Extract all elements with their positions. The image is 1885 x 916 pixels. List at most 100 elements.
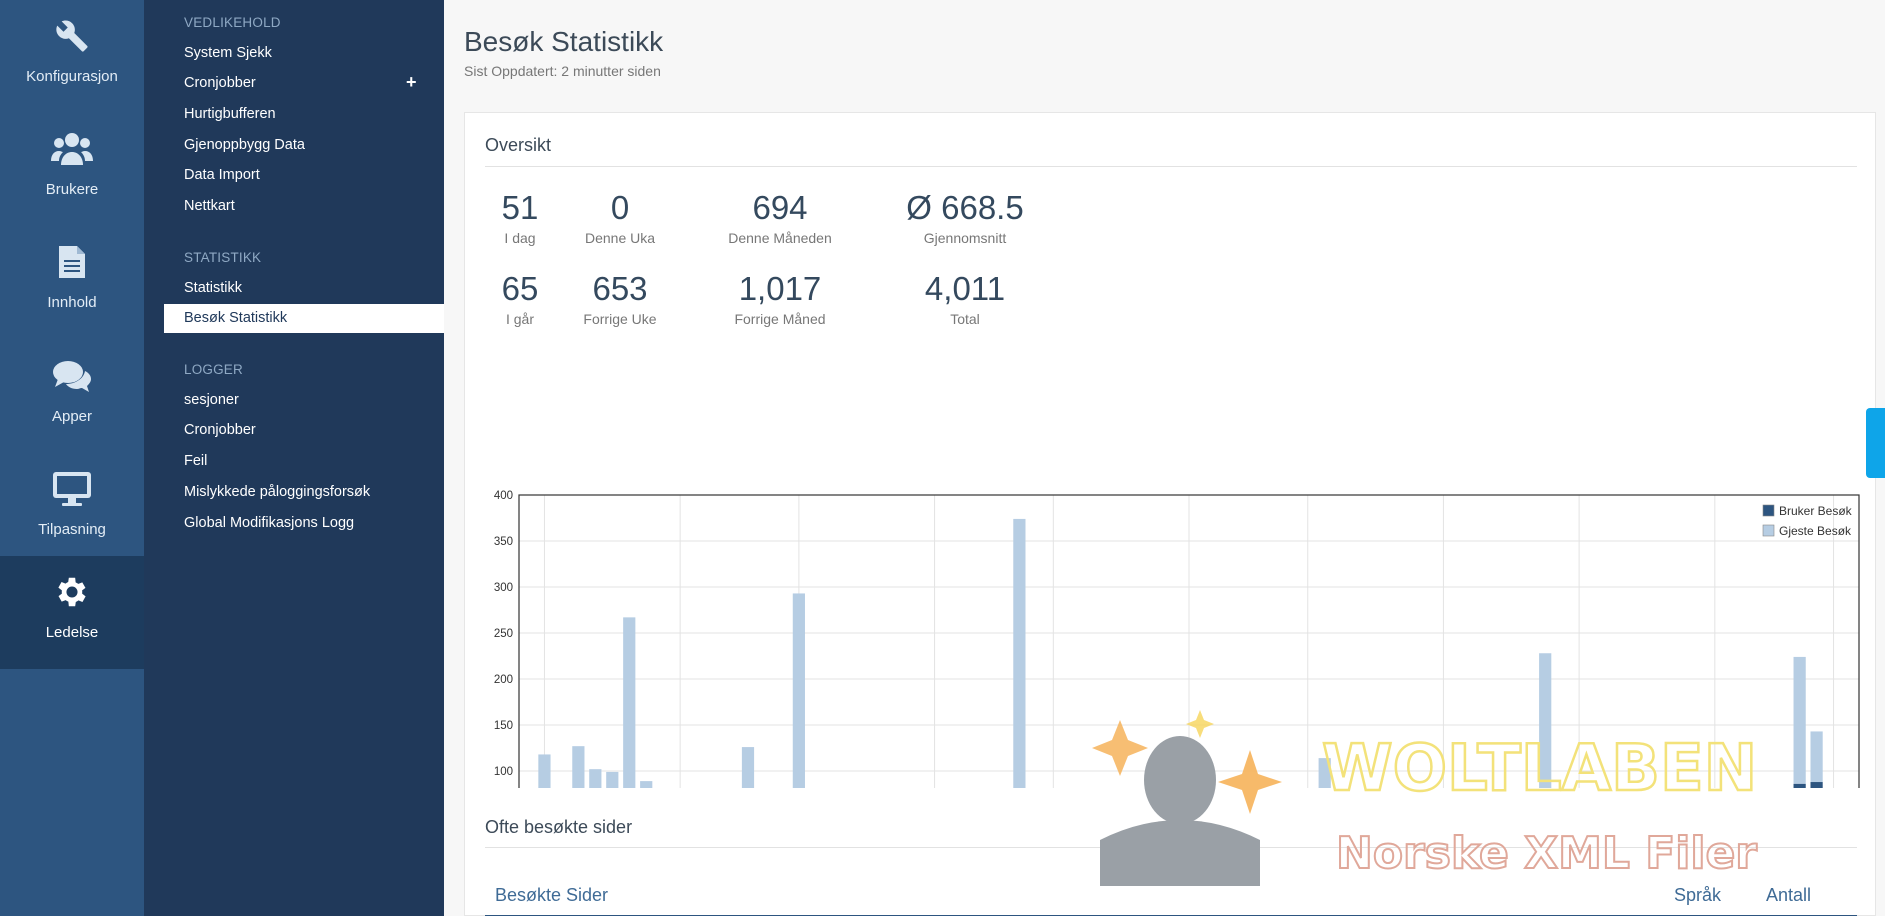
stat-value: 51: [501, 189, 539, 226]
column-header-count[interactable]: Antall: [1766, 885, 1812, 905]
bar-bruker-besok: [1810, 782, 1823, 788]
y-tick-label: 250: [494, 628, 513, 640]
legend-label: Bruker Besøk: [1779, 504, 1853, 518]
section-title-statistikk: STATISTIKK: [184, 250, 262, 265]
bar-gjeste-besok: [1013, 518, 1026, 788]
rail-item-tilpasning[interactable]: Tilpasning: [0, 453, 144, 566]
add-cronjob-plus-icon[interactable]: +: [406, 72, 417, 92]
users-icon: [50, 127, 94, 171]
menu-item-global-modifikasjons-logg[interactable]: Global Modifikasjons Logg: [184, 515, 355, 531]
frequent-pages-heading: Ofte besøkte sider: [485, 817, 633, 837]
legend-swatch: [1762, 504, 1775, 517]
menu-item-sesjoner[interactable]: sesjoner: [184, 392, 239, 408]
menu-item-label: Besøk Statistikk: [184, 310, 288, 326]
menu-item-gjenoppbygg-data[interactable]: Gjenoppbygg Data: [184, 137, 305, 153]
legend-swatch: [1762, 524, 1775, 537]
y-tick-label: 300: [494, 582, 513, 594]
legend-label: Gjeste Besøk: [1779, 524, 1852, 538]
feedback-side-tab[interactable]: [1866, 408, 1885, 478]
column-header-visited-pages[interactable]: Besøkte Sider: [495, 885, 609, 905]
bar-bruker-besok: [1793, 783, 1806, 788]
menu-item-cronjobber-log[interactable]: Cronjobber: [184, 422, 256, 438]
divider: [485, 847, 1857, 848]
stat-label: Forrige Måned: [734, 311, 826, 327]
rail-item-ledelse[interactable]: Ledelse: [0, 556, 144, 669]
stat-value: Ø 668.5: [906, 189, 1024, 226]
gear-icon: [50, 570, 94, 614]
menu-item-nettkart[interactable]: Nettkart: [184, 198, 235, 214]
bar-gjeste-besok: [640, 781, 653, 788]
bar-gjeste-besok: [606, 771, 619, 788]
section-title-logger: LOGGER: [184, 362, 243, 377]
bar-gjeste-besok: [741, 747, 755, 788]
plot-frame: [518, 494, 1860, 788]
stat-last-week: 653 Forrige Uke: [575, 269, 665, 327]
bar-gjeste-besok: [1318, 758, 1331, 788]
y-tick-label: 400: [494, 490, 513, 502]
menu-item-statistikk[interactable]: Statistikk: [184, 280, 243, 296]
bar-gjeste-besok: [572, 746, 585, 788]
stat-this-month: 694 Denne Måneden: [715, 188, 845, 246]
stat-label: Forrige Uke: [583, 311, 657, 327]
stat-total: 4,011 Total: [895, 269, 1035, 327]
menu-item-system-sjekk[interactable]: System Sjekk: [184, 45, 272, 61]
rail-item-apper[interactable]: Apper: [0, 340, 144, 453]
rail-label: Apper: [51, 408, 93, 425]
bar-gjeste-besok: [1810, 731, 1823, 783]
stat-last-month: 1,017 Forrige Måned: [715, 269, 845, 327]
rail-label: Konfigurasjon: [26, 68, 118, 85]
bar-gjeste-besok: [538, 754, 551, 788]
stat-yesterday: 65 I går: [485, 269, 555, 327]
y-tick-label: 150: [494, 720, 513, 732]
stat-label: Denne Måneden: [728, 230, 832, 246]
menu-item-besok-statistikk[interactable]: Besøk Statistikk: [164, 304, 444, 333]
stat-label: Total: [950, 311, 980, 327]
bar-gjeste-besok: [589, 769, 602, 788]
bar-gjeste-besok: [623, 617, 636, 788]
stat-value: 4,011: [924, 270, 1006, 307]
last-updated-text: Sist Oppdatert: 2 minutter siden: [464, 63, 661, 79]
stat-label: Gjennomsnitt: [923, 230, 1007, 246]
sidebar-menu: VEDLIKEHOLD System Sjekk Cronjobber + Hu…: [144, 0, 444, 916]
pages-table-header: Besøkte Sider Språk Antall: [485, 871, 1857, 916]
stat-this-week: 0 Denne Uka: [575, 188, 665, 246]
stat-label: I går: [505, 311, 534, 327]
stat-today: 51 I dag: [485, 188, 555, 246]
bar-gjeste-besok: [1539, 653, 1552, 788]
document-icon: [50, 240, 94, 284]
section-title-vedlikehold: VEDLIKEHOLD: [184, 15, 281, 30]
stat-average: Ø 668.5 Gjennomsnitt: [895, 188, 1035, 246]
rail-label: Brukere: [45, 181, 99, 198]
rail-label: Tilpasning: [38, 521, 106, 538]
rail-item-innhold[interactable]: Innhold: [0, 226, 144, 339]
statistics-panel: Oversikt 51 I dag 0 Denne Uka 694 Denne …: [464, 112, 1876, 916]
stat-value: 694: [752, 189, 808, 226]
bar-gjeste-besok: [1793, 656, 1806, 784]
y-tick-label: 350: [494, 536, 513, 548]
visits-bar-chart: 0501001502002503003504002020-03-242020-0…: [494, 490, 1860, 788]
rail-item-konfigurasjon[interactable]: Konfigurasjon: [0, 0, 144, 113]
column-header-language[interactable]: Språk: [1674, 885, 1722, 905]
monitor-icon: [50, 467, 94, 511]
stat-value: 1,017: [738, 270, 822, 307]
icon-rail: Konfigurasjon Brukere Innhold Apper Tilp…: [0, 0, 144, 916]
y-tick-label: 100: [494, 766, 513, 778]
overview-heading: Oversikt: [485, 135, 552, 155]
page-title: Besøk Statistikk: [464, 26, 664, 57]
menu-item-cronjobber[interactable]: Cronjobber: [184, 75, 256, 91]
menu-item-data-import[interactable]: Data Import: [184, 167, 260, 183]
divider: [485, 166, 1857, 167]
rail-label: Innhold: [47, 294, 97, 311]
stat-value: 653: [592, 270, 648, 307]
stat-label: I dag: [504, 230, 536, 246]
menu-item-feil[interactable]: Feil: [184, 453, 208, 469]
y-tick-label: 200: [494, 674, 513, 686]
menu-item-mislykkede-paloggingsforsok[interactable]: Mislykkede påloggingsforsøk: [184, 484, 371, 500]
stat-value: 65: [501, 270, 539, 307]
rail-item-brukere[interactable]: Brukere: [0, 113, 144, 226]
rail-label: Ledelse: [45, 624, 99, 641]
stat-label: Denne Uka: [584, 230, 656, 246]
menu-item-hurtigbufferen[interactable]: Hurtigbufferen: [184, 106, 276, 122]
wrench-icon: [50, 14, 94, 58]
bar-gjeste-besok: [792, 593, 805, 788]
